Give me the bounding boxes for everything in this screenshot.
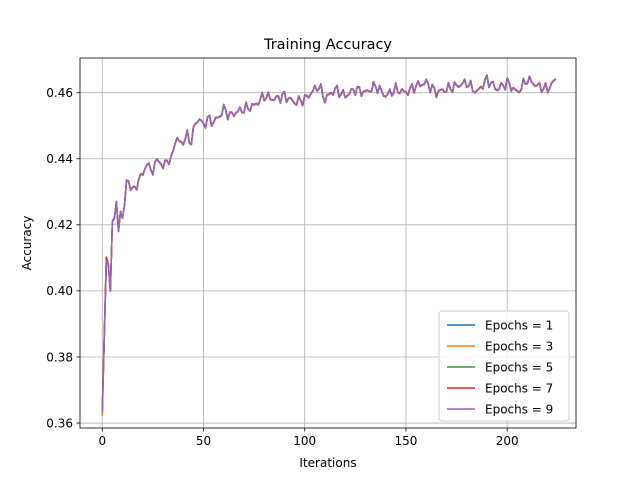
series-line-5 <box>101 74 557 414</box>
x-tick-label: 200 <box>496 434 519 448</box>
legend-label-3: Epochs = 5 <box>485 360 553 374</box>
y-tick-label: 0.36 <box>46 416 73 430</box>
x-axis-label: Iterations <box>299 456 356 470</box>
grid <box>80 58 576 428</box>
y-axis-label: Accuracy <box>20 216 34 271</box>
legend-label-1: Epochs = 1 <box>485 318 553 332</box>
legend-label-2: Epochs = 3 <box>485 339 553 353</box>
x-tick-label: 150 <box>394 434 417 448</box>
y-tick-label: 0.42 <box>46 218 73 232</box>
x-tick-label: 0 <box>98 434 106 448</box>
y-tick-label: 0.46 <box>46 86 73 100</box>
y-tick-label: 0.38 <box>46 350 73 364</box>
chart-title: Training Accuracy <box>263 37 392 53</box>
x-tick-label: 50 <box>196 434 211 448</box>
x-tick-label: 100 <box>293 434 316 448</box>
y-axis-ticks: 0.36 0.38 0.40 0.42 0.44 0.46 <box>46 86 80 430</box>
x-axis-ticks: 0 50 100 150 200 <box>98 428 519 448</box>
plot-frame <box>79 57 577 429</box>
series-layer <box>101 74 557 417</box>
legend-label-5: Epochs = 9 <box>485 402 553 416</box>
y-tick-label: 0.40 <box>46 284 73 298</box>
y-tick-label: 0.44 <box>46 152 73 166</box>
legend-label-4: Epochs = 7 <box>485 381 553 395</box>
legend-box <box>438 310 570 422</box>
legend: Epochs = 1 Epochs = 3 Epochs = 5 Epochs = 7… <box>438 310 570 422</box>
